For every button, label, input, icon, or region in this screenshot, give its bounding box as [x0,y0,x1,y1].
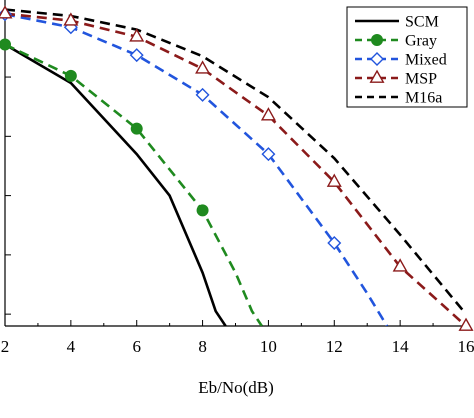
legend-label-scm: SCM [405,14,439,31]
series-line-mixed [5,14,387,326]
msp-triangle-marker [196,62,209,73]
x-tick-label: 6 [132,337,141,356]
gray-circle-marker [65,70,76,81]
gray-circle-marker [372,35,383,46]
legend-label-gray: Gray [405,33,437,50]
series-scm [5,45,226,327]
x-tick-label: 16 [458,337,474,356]
x-tick-label: 10 [260,337,277,356]
legend: SCM Gray Mixed MSP M16a [347,7,467,107]
mixed-diamond-marker [197,89,209,101]
msp-triangle-marker [262,109,275,120]
legend-label-m16a: M16a [405,90,442,107]
markers-gray [0,39,208,216]
gray-circle-marker [131,123,142,134]
x-axis-title: Eb/No(dB) [198,378,274,397]
x-tick-label: 4 [67,337,76,356]
gray-circle-marker [0,39,11,50]
gray-circle-marker [197,205,208,216]
x-tick-label: 14 [392,337,410,356]
series-mixed [5,14,387,326]
series-gray [5,45,262,327]
msp-triangle-marker [460,319,473,330]
series-line-scm [5,45,226,327]
x-tick-label: 8 [198,337,207,356]
legend-label-msp: MSP [405,71,437,88]
series-line-gray [5,45,262,327]
x-tick-label: 12 [326,337,343,356]
msp-triangle-marker [65,14,78,25]
mixed-diamond-marker [131,49,143,61]
x-tick-label: 2 [1,337,10,356]
legend-label-mixed: Mixed [405,52,447,69]
